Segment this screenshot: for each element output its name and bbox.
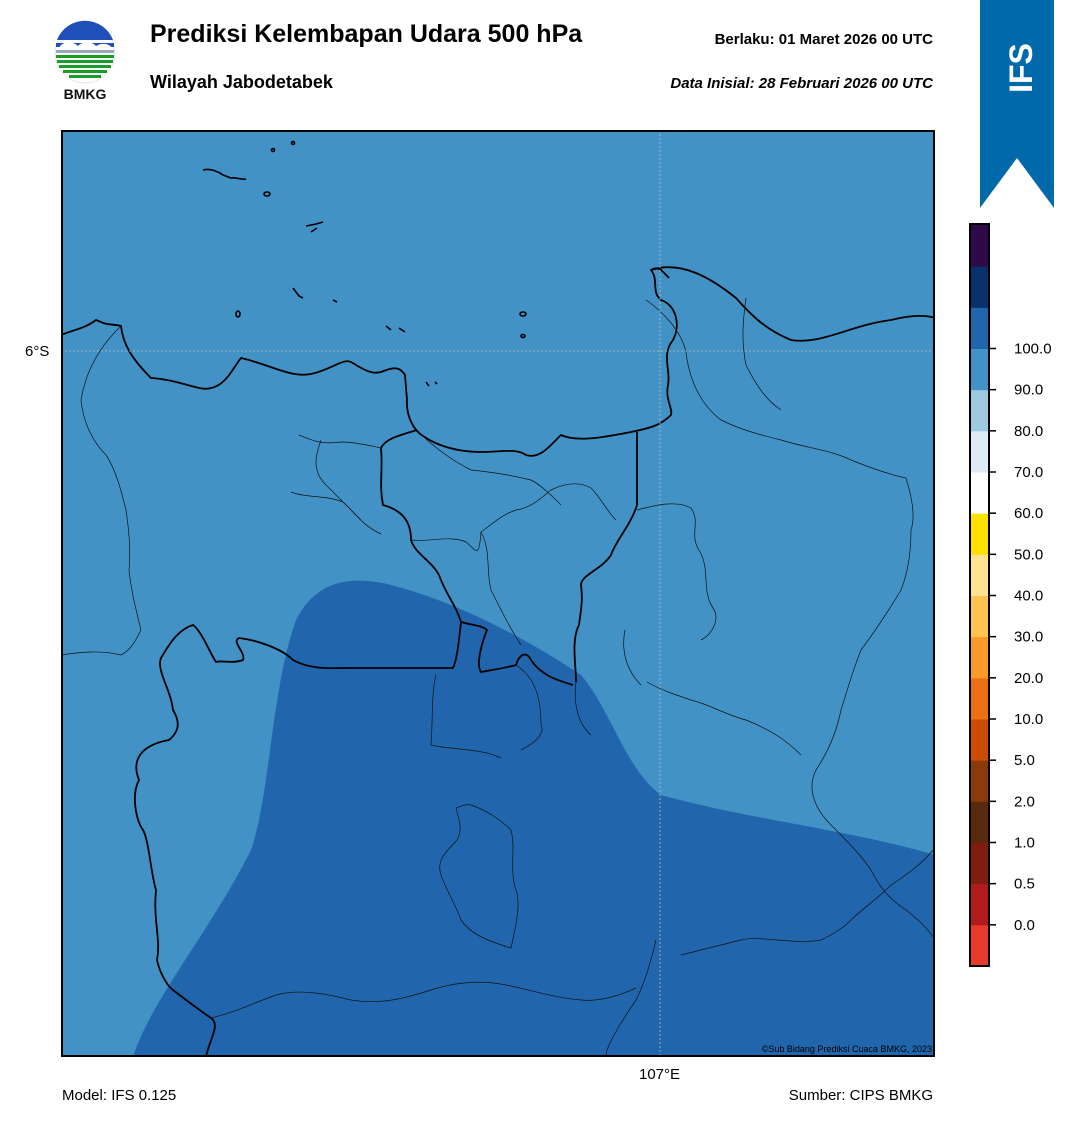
- colorbar-band: [971, 266, 988, 308]
- colorbar-band: [971, 760, 988, 802]
- colorbar-band: [971, 677, 988, 720]
- colorbar-tick-label: 80.0: [1014, 423, 1043, 440]
- coastline: [61, 266, 935, 457]
- bmkg-logo-text: BMKG: [64, 86, 107, 102]
- colorbar-tick-label: 100.0: [1014, 341, 1052, 358]
- colorbar-band: [971, 842, 988, 885]
- colorbar-band: [971, 636, 988, 679]
- colorbar-band: [971, 883, 988, 926]
- map-credit: ©Sub Bidang Prediksi Cuaca BMKG, 2023: [762, 1044, 932, 1054]
- valid-time: Berlaku: 01 Maret 2026 00 UTC: [714, 31, 933, 48]
- colorbar-tick-label: 50.0: [1014, 546, 1043, 563]
- colorbar-tick-label: 20.0: [1014, 670, 1043, 687]
- humidity-zone-80-90: [133, 580, 935, 1057]
- colorbar-band: [971, 513, 988, 555]
- humidity-map: ©Sub Bidang Prediksi Cuaca BMKG, 2023: [61, 130, 935, 1057]
- lat-tick-label: 6°S: [25, 343, 50, 360]
- colorbar-band: [971, 554, 988, 596]
- colorbar-tick-label: 0.5: [1014, 876, 1035, 893]
- lon-tick-label: 107°E: [639, 1066, 681, 1083]
- source-label: Sumber: CIPS BMKG: [788, 1087, 933, 1104]
- province-borders: [134, 429, 638, 1057]
- islands: [202, 140, 527, 387]
- ifs-ribbon-label: IFS: [1003, 43, 1039, 93]
- colorbar-bands: [971, 225, 988, 967]
- page-subtitle: Wilayah Jabodetabek: [150, 72, 333, 92]
- colorbar: 0.0 0.5 1.0 2.0 5.0 10.0 20.0 30.0 40.0 50.0 60.0 7…: [969, 223, 1052, 967]
- bmkg-logo-icon: [54, 20, 116, 84]
- colorbar-band: [971, 472, 988, 514]
- colorbar-band: [971, 225, 988, 267]
- colorbar-tick-label: 40.0: [1014, 588, 1043, 605]
- colorbar-tick-label: 5.0: [1014, 752, 1035, 769]
- colorbar-tick-label: 70.0: [1014, 464, 1043, 481]
- colorbar-band: [971, 801, 988, 843]
- colorbar-tick-label: 0.0: [1014, 917, 1035, 934]
- map-frame: [61, 130, 935, 1057]
- colorbar-tick-label: 90.0: [1014, 382, 1043, 399]
- page-title: Prediksi Kelembapan Udara 500 hPa: [150, 20, 583, 48]
- colorbar-band: [971, 430, 988, 473]
- colorbar-ticks: 0.0 0.5 1.0 2.0 5.0 10.0 20.0 30.0 40.0 50.0 60.0 7…: [989, 341, 1052, 934]
- colorbar-band: [971, 307, 988, 349]
- colorbar-frame: [969, 223, 990, 967]
- colorbar-tick-label: 2.0: [1014, 793, 1035, 810]
- colorbar-band: [971, 389, 988, 432]
- colorbar-band: [971, 595, 988, 638]
- colorbar-tick-label: 60.0: [1014, 505, 1043, 522]
- init-time: Data Inisial: 28 Februari 2026 00 UTC: [670, 75, 933, 92]
- colorbar-band: [971, 719, 988, 761]
- bmkg-logo: BMKG: [54, 20, 116, 102]
- district-borders: [61, 297, 935, 1057]
- colorbar-band: [971, 924, 988, 967]
- ifs-ribbon: IFS: [980, 0, 1054, 208]
- colorbar-tick-label: 30.0: [1014, 629, 1043, 646]
- colorbar-band: [971, 348, 988, 391]
- colorbar-tick-label: 10.0: [1014, 711, 1043, 728]
- model-label: Model: IFS 0.125: [62, 1087, 177, 1104]
- colorbar-tick-label: 1.0: [1014, 835, 1035, 852]
